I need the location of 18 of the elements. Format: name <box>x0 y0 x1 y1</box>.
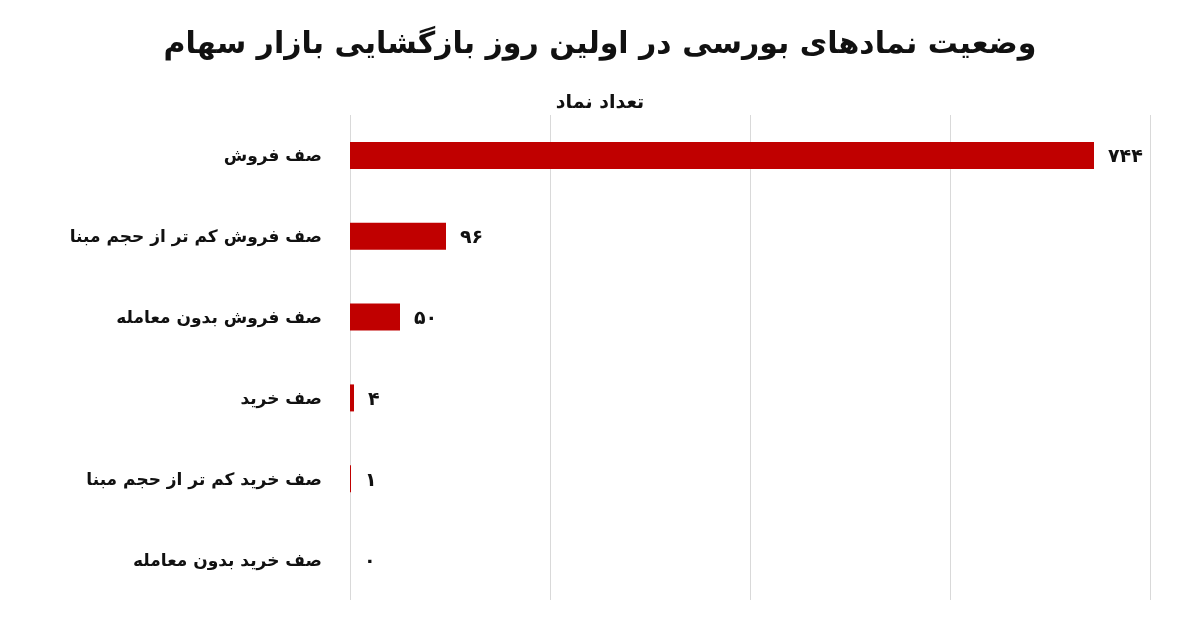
y-tick-label: صف فروش بدون معامله <box>116 307 322 329</box>
data-label: ۴ <box>368 386 380 409</box>
bar <box>350 222 446 250</box>
y-tick-label: صف خرید کم تر از حجم مبنا <box>86 468 322 490</box>
bar <box>350 303 400 331</box>
data-label: ۱ <box>365 467 377 490</box>
data-label: ۷۴۴ <box>1108 144 1143 167</box>
chart-subtitle: تعداد نماد <box>555 89 645 112</box>
y-tick-label: صف خرید بدون معامله <box>132 549 322 571</box>
bar <box>350 141 1094 169</box>
y-tick-label: صف فروش کم تر از حجم مبنا <box>69 226 322 248</box>
data-label: ۹۶ <box>460 225 484 248</box>
data-label: ۰ <box>364 548 376 571</box>
chart-title: وضعیت نمادهای بورسی در اولین روز بازگشایی بازار سهام <box>163 24 1037 61</box>
y-tick-label: صف خرید <box>240 387 322 409</box>
y-tick-label: صف فروش <box>223 145 322 167</box>
data-label: ۵۰ <box>414 306 438 329</box>
bar <box>350 384 354 412</box>
